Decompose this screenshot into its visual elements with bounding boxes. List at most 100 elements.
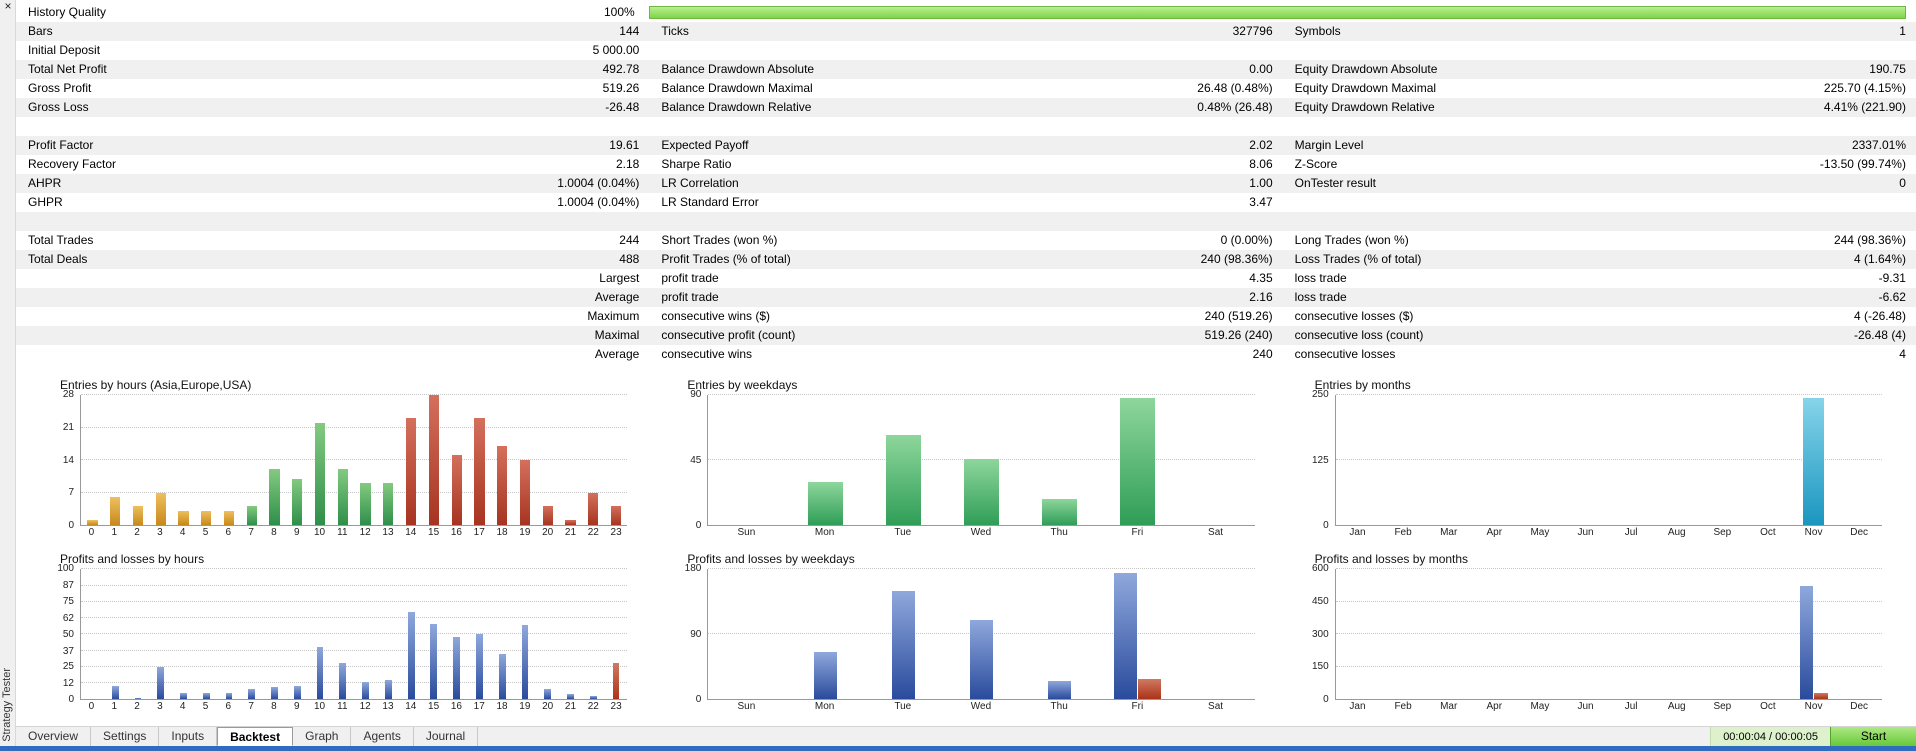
x-tick-label: 22 — [587, 701, 599, 712]
tab-graph[interactable]: Graph — [293, 727, 352, 746]
stat-pair — [1283, 193, 1916, 212]
stat-pair: consecutive losses ($) 4 (-26.48) — [1283, 307, 1916, 326]
bar-slot — [309, 395, 332, 525]
gridline — [708, 394, 1255, 395]
tab-journal[interactable]: Journal — [414, 727, 479, 746]
stat-label: Ticks — [661, 24, 689, 38]
x-tick-label: 17 — [473, 701, 485, 712]
stats-table: History Quality 100% Bars 144 Ticks 327796 S… — [16, 0, 1916, 364]
tab-agents[interactable]: Agents — [351, 727, 414, 746]
stat-value: -6.62 — [1878, 290, 1906, 304]
bar-slot — [491, 395, 514, 525]
close-icon[interactable]: × — [4, 0, 12, 13]
stat-label: Total Deals — [28, 252, 88, 266]
chart-entries-by-weekdays: Entries by weekdays 0 45 90 Sun Mon Tue Wed Thu F… — [663, 378, 1255, 544]
bar-slot — [1336, 395, 1382, 525]
tab-settings[interactable]: Settings — [91, 727, 160, 746]
stats-row: Total Net Profit 492.78 Balance Drawdown A… — [16, 60, 1916, 79]
x-tick-label: 21 — [564, 701, 577, 712]
stat-pair: Short Trades (won %) 0 (0.00%) — [649, 231, 1282, 250]
bar-slot — [331, 395, 354, 525]
x-tick-label: Wed — [970, 701, 992, 712]
x-tick-label: Dec — [1850, 701, 1869, 712]
bar-slot — [81, 569, 104, 699]
x-tick-label: 3 — [157, 701, 163, 712]
bar-slot — [536, 395, 559, 525]
x-tick-label: 6 — [225, 527, 232, 538]
value-bar — [1041, 499, 1078, 525]
stat-label: profit trade — [661, 290, 719, 304]
x-tick-label: Aug — [1667, 701, 1686, 712]
tab-backtest[interactable]: Backtest — [217, 727, 294, 746]
stat-value — [639, 212, 649, 231]
stat-label — [16, 269, 599, 288]
value-bar — [269, 469, 280, 525]
bar-slot — [786, 395, 864, 525]
stat-label: LR Standard Error — [661, 195, 759, 209]
bar-slot — [1021, 569, 1099, 699]
y-tick-label: 600 — [1311, 563, 1329, 574]
bottom-accent-strip — [0, 746, 1916, 751]
start-button[interactable]: Start — [1830, 727, 1916, 746]
bar-slot — [708, 569, 786, 699]
stat-pair: consecutive loss (count) -26.48 (4) — [1283, 326, 1916, 345]
tab-overview[interactable]: Overview — [16, 727, 92, 746]
stat-pair — [1283, 117, 1916, 136]
stat-pair: Profit Trades (% of total) 240 (98.36%) — [649, 250, 1282, 269]
profit-bar — [134, 697, 142, 699]
y-tick-label: 62 — [62, 612, 74, 624]
stat-value: 190.75 — [1869, 62, 1906, 76]
x-tick-label: 6 — [225, 701, 232, 712]
stat-value: 1.00 — [1249, 176, 1273, 190]
stat-pair: Balance Drawdown Absolute 0.00 — [649, 60, 1282, 79]
stat-value: 0 (0.00%) — [1220, 233, 1273, 247]
stats-row: Maximum consecutive wins ($) 240 (519.26) c… — [16, 307, 1916, 326]
gridline — [708, 568, 1255, 569]
bar-slot — [354, 395, 377, 525]
stat-pair: Expected Payoff 2.02 — [649, 136, 1282, 155]
x-tick-label: 3 — [157, 527, 163, 538]
stat-pair: Equity Drawdown Maximal 225.70 (4.15%) — [1283, 79, 1916, 98]
profit-bar — [521, 624, 529, 699]
gridline — [81, 665, 628, 667]
x-tick-label: Sun — [737, 701, 756, 712]
profit-bar — [475, 634, 483, 699]
stat-value: 240 (98.36%) — [1200, 252, 1273, 266]
tab-inputs[interactable]: Inputs — [159, 727, 218, 746]
bar-slot — [1563, 569, 1609, 699]
stat-value — [1906, 193, 1916, 212]
bar-slot — [1791, 569, 1837, 699]
profit-bar — [316, 647, 324, 699]
x-tick-label: 14 — [405, 701, 417, 712]
stat-pair: Recovery Factor 2.18 — [16, 155, 649, 174]
bar-slot — [1099, 569, 1177, 699]
plot-area — [80, 394, 628, 526]
bar-slot — [1427, 395, 1473, 525]
history-quality-bar-track — [645, 3, 1916, 22]
y-axis: 0 90 180 — [663, 564, 707, 705]
profit-bar — [589, 696, 597, 699]
x-tick-label: 23 — [610, 527, 622, 538]
y-axis: 0 12 25 37 50 62 75 87 100 — [36, 564, 80, 705]
x-tick-label: 2 — [134, 527, 140, 538]
stat-pair: Balance Drawdown Maximal 26.48 (0.48%) — [649, 79, 1282, 98]
profit-bar — [1799, 586, 1814, 699]
x-tick-label: 15 — [428, 527, 440, 538]
stat-value: 4 (1.64%) — [1853, 252, 1906, 266]
stat-label: Recovery Factor — [28, 157, 117, 171]
x-tick-label: Dec — [1850, 527, 1869, 538]
gridline — [1335, 568, 1882, 569]
stat-pair — [16, 212, 649, 231]
stat-label: Short Trades (won %) — [661, 233, 778, 247]
x-tick-label: Sun — [737, 527, 756, 538]
stats-row: Gross Profit 519.26 Balance Drawdown Maxim… — [16, 79, 1916, 98]
bar-slot — [195, 569, 218, 699]
elapsed-time: 00:00:04 / 00:00:05 — [1710, 727, 1830, 746]
x-tick-label: Jun — [1577, 701, 1594, 712]
bar-slot — [1837, 395, 1883, 525]
x-tick-label: 14 — [405, 527, 417, 538]
x-tick-label: Oct — [1760, 701, 1776, 712]
stats-row: Bars 144 Ticks 327796 Symbols 1 — [16, 22, 1916, 41]
stat-label: Gross Profit — [28, 81, 92, 95]
profit-bar — [1113, 572, 1138, 699]
